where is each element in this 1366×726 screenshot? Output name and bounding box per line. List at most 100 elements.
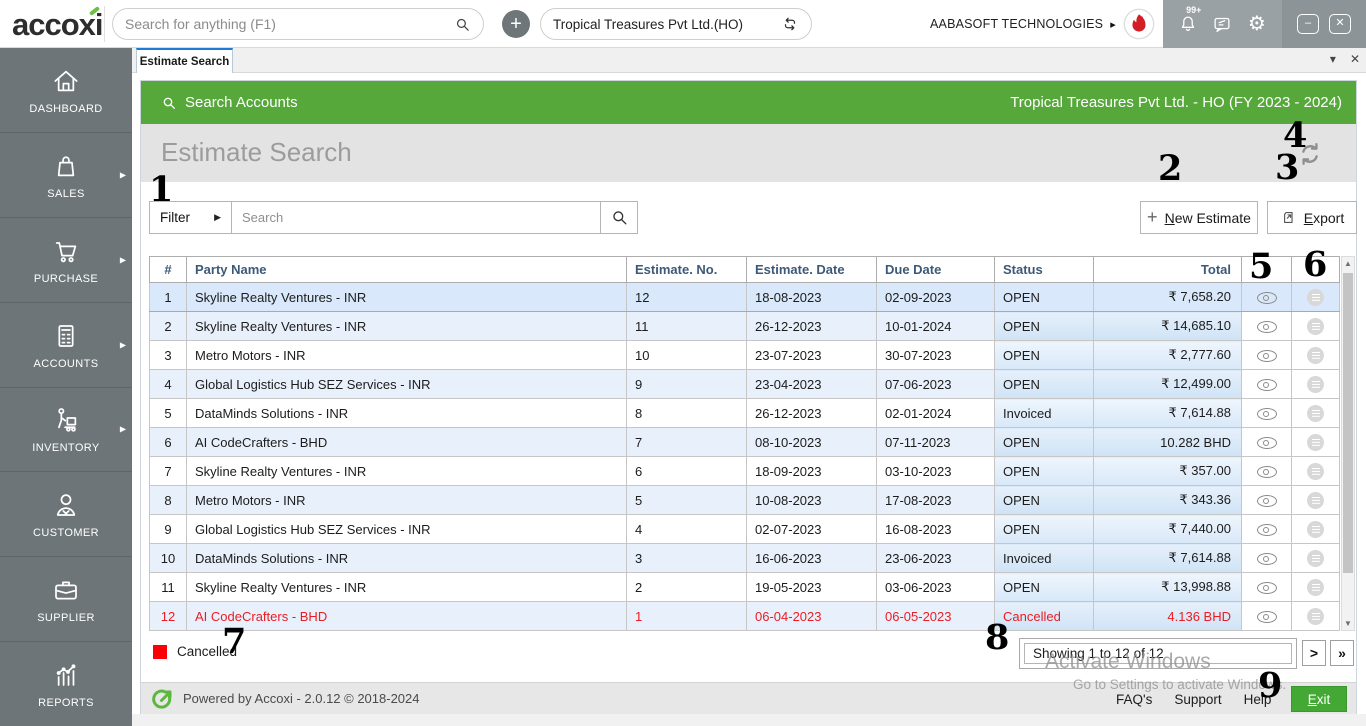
sidebar-item-accounts[interactable]: ACCOUNTS ▶ <box>0 303 132 388</box>
scroll-down-icon[interactable]: ▼ <box>1344 619 1352 628</box>
scroll-up-icon[interactable]: ▲ <box>1344 259 1352 268</box>
switch-company-icon[interactable] <box>781 15 799 33</box>
table-search-input[interactable] <box>231 201 601 234</box>
col-party-name[interactable]: Party Name <box>186 256 627 283</box>
messages-icon[interactable] <box>1210 12 1234 36</box>
next-page-button[interactable]: > <box>1302 640 1326 666</box>
col-estimate-date[interactable]: Estimate. Date <box>746 256 877 283</box>
cell-index: 2 <box>149 311 187 341</box>
table-row-cancelled[interactable]: 12 AI CodeCrafters - BHD 1 06-04-2023 06… <box>149 601 1340 631</box>
view-icon[interactable] <box>1256 437 1277 450</box>
table-row[interactable]: 9 Global Logistics Hub SEZ Services - IN… <box>149 514 1340 544</box>
sidebar-item-supplier[interactable]: SUPPLIER <box>0 557 132 643</box>
view-icon[interactable] <box>1256 495 1277 508</box>
col-estimate-no[interactable]: Estimate. No. <box>626 256 747 283</box>
row-actions-icon[interactable] <box>1307 433 1324 451</box>
new-estimate-button[interactable]: + New Estimate <box>1140 201 1258 234</box>
table-row[interactable]: 8 Metro Motors - INR 5 10-08-2023 17-08-… <box>149 485 1340 515</box>
powered-by-text: Powered by Accoxi - 2.0.12 © 2018-2024 <box>183 691 420 706</box>
row-actions-icon[interactable] <box>1307 288 1324 306</box>
chart-icon <box>56 664 76 686</box>
row-actions-icon[interactable] <box>1307 375 1324 393</box>
view-icon[interactable] <box>1256 553 1277 566</box>
col-status[interactable]: Status <box>994 256 1094 283</box>
export-button[interactable]: Export <box>1267 201 1357 234</box>
tab-list-dropdown-icon[interactable]: ▾ <box>1329 52 1336 66</box>
avatar[interactable] <box>1123 8 1155 40</box>
tab-estimate-search[interactable]: Estimate Search <box>136 48 233 73</box>
table-row[interactable]: 7 Skyline Realty Ventures - INR 6 18-09-… <box>149 456 1340 486</box>
account-menu[interactable]: AABASOFT TECHNOLOGIES ▸ <box>930 0 1155 48</box>
cell-total: ₹ 343.36 <box>1093 485 1242 515</box>
last-page-button[interactable]: » <box>1330 640 1354 666</box>
view-icon[interactable] <box>1256 321 1277 334</box>
row-actions-icon[interactable] <box>1307 462 1324 480</box>
col-index[interactable]: # <box>149 256 187 283</box>
cell-party-name: DataMinds Solutions - INR <box>186 543 627 573</box>
main-area: Estimate Search ▾ ✕ Search Accounts Trop… <box>132 48 1366 726</box>
sidebar-item-reports[interactable]: REPORTS <box>0 642 132 726</box>
sidebar-item-sales[interactable]: SALES ▶ <box>0 133 132 218</box>
notifications-icon[interactable]: 99+ <box>1176 5 1201 36</box>
table-row[interactable]: 6 AI CodeCrafters - BHD 7 08-10-2023 07-… <box>149 427 1340 457</box>
sidebar-item-inventory[interactable]: INVENTORY ▶ <box>0 388 132 473</box>
sidebar-item-customer[interactable]: CUSTOMER <box>0 472 132 558</box>
table-row[interactable]: 10 DataMinds Solutions - INR 3 16-06-202… <box>149 543 1340 573</box>
refresh-icon[interactable] <box>1296 140 1324 168</box>
sidebar-item-dashboard[interactable]: DASHBOARD <box>0 48 132 133</box>
exit-button[interactable]: Exit <box>1291 686 1347 712</box>
col-total[interactable]: Total <box>1093 256 1242 283</box>
view-icon[interactable] <box>1256 408 1277 421</box>
cell-due-date: 23-06-2023 <box>876 543 995 573</box>
row-actions-icon[interactable] <box>1307 346 1324 364</box>
table-row[interactable]: 4 Global Logistics Hub SEZ Services - IN… <box>149 369 1340 399</box>
settings-icon[interactable]: ⚙ <box>1247 13 1266 35</box>
scrollbar-thumb[interactable] <box>1343 273 1353 573</box>
table-row[interactable]: 2 Skyline Realty Ventures - INR 11 26-12… <box>149 311 1340 341</box>
view-icon[interactable] <box>1256 379 1277 392</box>
cell-estimate-no: 11 <box>626 311 747 341</box>
cell-estimate-no: 2 <box>626 572 747 602</box>
row-actions-icon[interactable] <box>1307 491 1324 509</box>
help-link[interactable]: Help <box>1243 691 1272 707</box>
table-row[interactable]: 3 Metro Motors - INR 10 23-07-2023 30-07… <box>149 340 1340 370</box>
view-icon[interactable] <box>1256 524 1277 537</box>
view-icon[interactable] <box>1256 611 1277 624</box>
page-header: Estimate Search <box>141 124 1356 182</box>
close-tab-icon[interactable]: ✕ <box>1349 52 1360 66</box>
minimize-button[interactable]: – <box>1297 14 1319 34</box>
view-icon[interactable] <box>1256 466 1277 479</box>
col-due-date[interactable]: Due Date <box>876 256 995 283</box>
table-search-button[interactable] <box>601 201 638 234</box>
table-row[interactable]: 5 DataMinds Solutions - INR 8 26-12-2023… <box>149 398 1340 428</box>
add-button[interactable]: + <box>502 10 530 38</box>
row-actions-icon[interactable] <box>1307 317 1324 335</box>
row-actions-icon[interactable] <box>1307 578 1324 596</box>
cell-estimate-date: 26-12-2023 <box>746 311 877 341</box>
filter-dropdown[interactable]: Filter ▶ <box>149 201 231 234</box>
close-button[interactable]: ✕ <box>1329 14 1351 34</box>
table-row[interactable]: 1 Skyline Realty Ventures - INR 12 18-08… <box>149 282 1340 312</box>
cell-total: 4.136 BHD <box>1093 601 1242 631</box>
briefcase-icon <box>55 581 77 600</box>
cell-index: 12 <box>149 601 187 631</box>
sidebar-item-purchase[interactable]: PURCHASE ▶ <box>0 218 132 303</box>
view-icon[interactable] <box>1256 350 1277 363</box>
row-actions-icon[interactable] <box>1307 404 1324 422</box>
row-actions-icon[interactable] <box>1307 549 1324 567</box>
faq-link[interactable]: FAQ's <box>1116 691 1153 707</box>
cell-due-date: 02-09-2023 <box>876 282 995 312</box>
view-icon[interactable] <box>1256 582 1277 595</box>
support-link[interactable]: Support <box>1174 691 1222 707</box>
shopping-bag-icon <box>57 156 75 177</box>
page-title: Estimate Search <box>161 137 352 167</box>
global-search-input[interactable] <box>125 16 454 32</box>
table-row[interactable]: 11 Skyline Realty Ventures - INR 2 19-05… <box>149 572 1340 602</box>
company-selector[interactable]: Tropical Treasures Pvt Ltd.(HO) <box>540 8 812 40</box>
row-actions-icon[interactable] <box>1307 520 1324 538</box>
view-icon[interactable] <box>1256 292 1277 305</box>
vertical-scrollbar[interactable]: ▲ ▼ <box>1341 256 1355 631</box>
row-actions-icon[interactable] <box>1307 607 1324 625</box>
search-icon[interactable] <box>454 16 471 33</box>
cell-estimate-date: 10-08-2023 <box>746 485 877 515</box>
